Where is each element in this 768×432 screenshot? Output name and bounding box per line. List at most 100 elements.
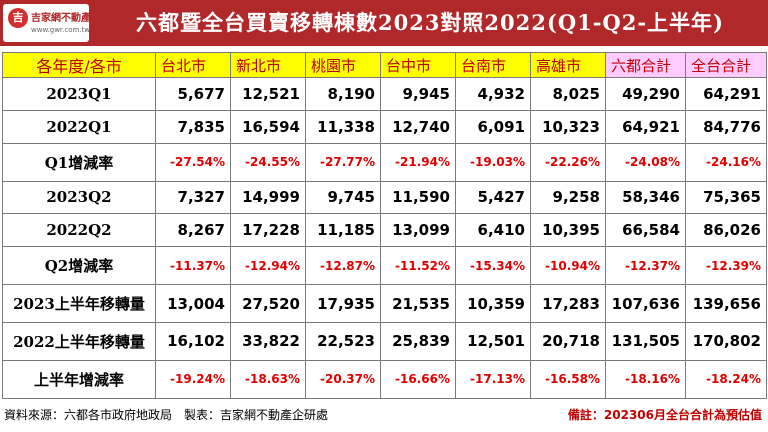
table-cell: 16,102 (155, 321, 231, 361)
column-header-taichung: 台中市 (380, 52, 456, 78)
table-cell: 8,267 (155, 213, 231, 248)
table-cell: 10,395 (530, 213, 606, 248)
table-cell: 25,839 (380, 321, 456, 361)
house-icon: 吉 (8, 8, 28, 28)
table-cell: -19.24% (155, 359, 231, 400)
source-note: 資料來源：六都各市政府地政局 製表：吉家網不動產企研處 (4, 408, 329, 422)
table-cell: 64,921 (605, 109, 686, 144)
table-cell: 11,590 (380, 180, 456, 215)
row-label: Q1增減率 (2, 142, 156, 182)
table-cell: 12,740 (380, 109, 456, 144)
table-cell: -18.63% (230, 359, 306, 400)
table-cell: -24.55% (230, 142, 306, 182)
data-table-container: 各年度/各市 台北市 新北市 桃園市 台中市 台南市 高雄市 六都合計 全台合計… (2, 52, 767, 400)
table-cell: -12.87% (305, 246, 381, 286)
logo-name: 吉家網不動產 (31, 13, 91, 24)
row-label: 2023上半年移轉量 (2, 284, 156, 323)
table-cell: -24.16% (685, 142, 767, 182)
table-cell: 10,359 (455, 284, 531, 323)
logo-url: www.gwr.com.tw (31, 26, 91, 34)
row-label: 2022Q2 (2, 213, 156, 248)
table-cell: 13,004 (155, 284, 231, 323)
table-cell: -16.66% (380, 359, 456, 400)
table-cell: 17,935 (305, 284, 381, 323)
table-cell: -27.54% (155, 142, 231, 182)
column-header-kaohsiung: 高雄市 (530, 52, 606, 78)
table-cell: 58,346 (605, 180, 686, 215)
table-cell: 170,802 (685, 321, 767, 361)
table-cell: 17,283 (530, 284, 606, 323)
table-cell: 5,677 (155, 77, 231, 111)
column-header-tainan: 台南市 (455, 52, 531, 78)
table-cell: 13,099 (380, 213, 456, 248)
table-cell: -12.94% (230, 246, 306, 286)
row-label: 2022上半年移轉量 (2, 321, 156, 361)
table-cell: 66,584 (605, 213, 686, 248)
table-cell: -15.34% (455, 246, 531, 286)
column-header-new-taipei: 新北市 (230, 52, 306, 78)
table-row: 2023Q2 7,327 14,999 9,745 11,590 5,427 9,258 58… (2, 180, 767, 215)
column-header-national-total: 全台合計 (685, 52, 767, 78)
row-label: 上半年增減率 (2, 359, 156, 400)
table-cell: 75,365 (685, 180, 767, 215)
table-cell: 9,258 (530, 180, 606, 215)
table-cell: 11,185 (305, 213, 381, 248)
table-cell: 49,290 (605, 77, 686, 111)
transfer-table: 各年度/各市 台北市 新北市 桃園市 台中市 台南市 高雄市 六都合計 全台合計… (2, 52, 767, 400)
column-header-taipei: 台北市 (155, 52, 231, 78)
table-cell: -20.37% (305, 359, 381, 400)
table-row: 2023上半年移轉量 13,004 27,520 17,935 21,535 10,359… (2, 284, 767, 323)
header-row: 各年度/各市 台北市 新北市 桃園市 台中市 台南市 高雄市 六都合計 全台合計 (2, 52, 767, 78)
table-cell: 131,505 (605, 321, 686, 361)
table-cell: -18.16% (605, 359, 686, 400)
table-row: Q1增減率 -27.54% -24.55% -27.77% -21.94% -19.03%… (2, 142, 767, 182)
table-cell: 7,327 (155, 180, 231, 215)
table-cell: -19.03% (455, 142, 531, 182)
table-cell: 64,291 (685, 77, 767, 111)
table-row: 2022Q1 7,835 16,594 11,338 12,740 6,091 10,323… (2, 109, 767, 144)
table-cell: 8,190 (305, 77, 381, 111)
table-cell: 16,594 (230, 109, 306, 144)
table-row: 2022Q2 8,267 17,228 11,185 13,099 6,410 10,395… (2, 213, 767, 248)
table-cell: -17.13% (455, 359, 531, 400)
title-banner: 吉 吉家網不動產 www.gwr.com.tw 六都暨全台買賣移轉棟數2023對… (0, 0, 768, 46)
table-body: 2023Q1 5,677 12,521 8,190 9,945 4,932 8,025 49,… (2, 77, 767, 400)
table-cell: -11.37% (155, 246, 231, 286)
table-cell: -24.08% (605, 142, 686, 182)
row-label: Q2增減率 (2, 246, 156, 286)
table-cell: 20,718 (530, 321, 606, 361)
table-row: Q2增減率 -11.37% -12.94% -12.87% -11.52% -15.34%… (2, 246, 767, 286)
row-label: 2023Q2 (2, 180, 156, 215)
page-title: 六都暨全台買賣移轉棟數2023對照2022(Q1-Q2-上半年) (135, 10, 724, 35)
table-cell: 14,999 (230, 180, 306, 215)
table-cell: 7,835 (155, 109, 231, 144)
table-cell: 6,091 (455, 109, 531, 144)
column-header-year: 各年度/各市 (2, 52, 156, 78)
table-cell: 84,776 (685, 109, 767, 144)
table-cell: -12.37% (605, 246, 686, 286)
table-row: 2022上半年移轉量 16,102 33,822 22,523 25,839 12,501… (2, 321, 767, 361)
table-cell: 9,745 (305, 180, 381, 215)
table-cell: 22,523 (305, 321, 381, 361)
table-cell: 4,932 (455, 77, 531, 111)
row-label: 2022Q1 (2, 109, 156, 144)
table-cell: 139,656 (685, 284, 767, 323)
table-cell: 9,945 (380, 77, 456, 111)
row-label: 2023Q1 (2, 77, 156, 111)
table-cell: 107,636 (605, 284, 686, 323)
table-cell: 27,520 (230, 284, 306, 323)
table-cell: -16.58% (530, 359, 606, 400)
table-cell: 21,535 (380, 284, 456, 323)
remark-note: 備註：202306月全台合計為預估值 (567, 408, 762, 422)
table-cell: -11.52% (380, 246, 456, 286)
table-cell: 8,025 (530, 77, 606, 111)
table-cell: 33,822 (230, 321, 306, 361)
table-cell: 12,501 (455, 321, 531, 361)
table-cell: -21.94% (380, 142, 456, 182)
table-row: 上半年增減率 -19.24% -18.63% -20.37% -16.66% -17.13… (2, 359, 767, 400)
table-cell: 5,427 (455, 180, 531, 215)
table-cell: 17,228 (230, 213, 306, 248)
table-cell: 10,323 (530, 109, 606, 144)
brand-logo: 吉 吉家網不動產 www.gwr.com.tw (3, 4, 91, 42)
table-cell: -18.24% (685, 359, 767, 400)
